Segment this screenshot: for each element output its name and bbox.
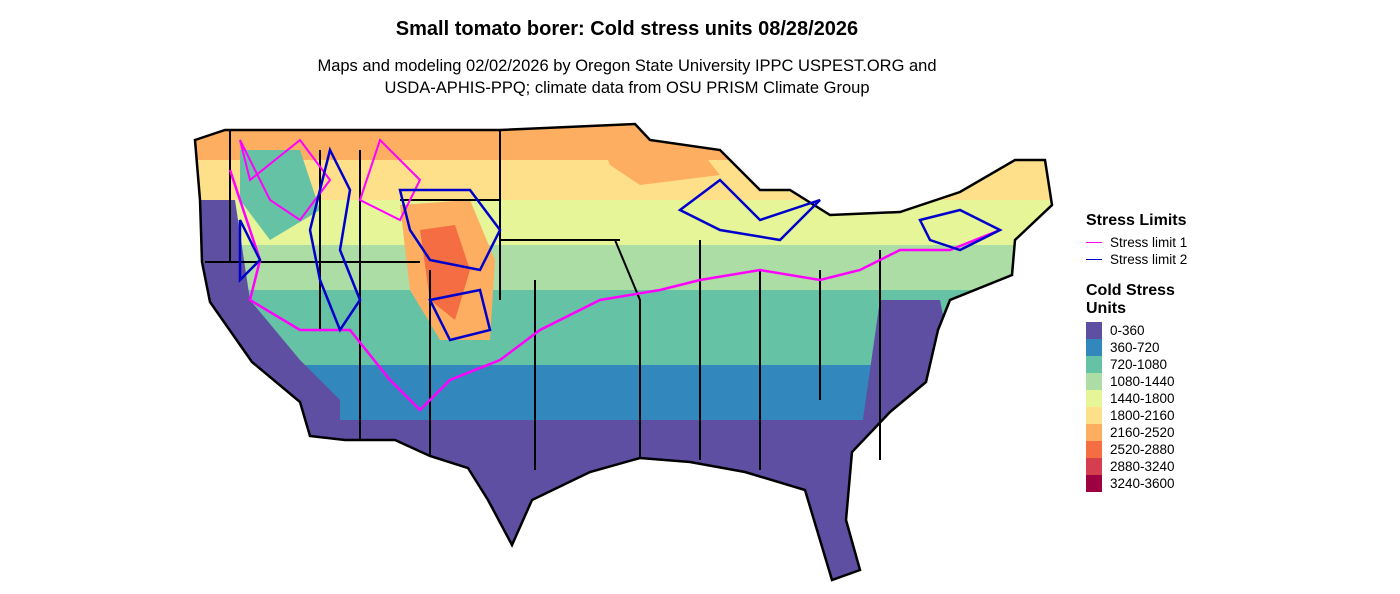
legend-title: Stress Limits bbox=[1086, 212, 1187, 229]
legend-title: Cold Stress Units bbox=[1086, 282, 1175, 317]
band bbox=[195, 245, 1052, 295]
legend-swatch bbox=[1086, 407, 1102, 424]
map-fill bbox=[195, 124, 1052, 580]
legend-items: 0-360 360-720 720-1080 1080-1440 1440-1800 18… bbox=[1086, 322, 1226, 492]
legend-label: 2880-3240 bbox=[1110, 459, 1175, 474]
legend-item: 1440-1800 bbox=[1086, 390, 1226, 407]
legend-swatch bbox=[1086, 322, 1102, 339]
legend-item: 1800-2160 bbox=[1086, 407, 1226, 424]
legend-label: 2520-2880 bbox=[1110, 442, 1175, 457]
legend-label: 1800-2160 bbox=[1110, 408, 1175, 423]
legend-item: Stress limit 2 bbox=[1086, 251, 1226, 268]
title: Small tomato borer: Cold stress units 08… bbox=[395, 18, 859, 40]
legend-swatch bbox=[1086, 441, 1102, 458]
legend-line bbox=[1086, 258, 1102, 261]
legend-label: 2160-2520 bbox=[1110, 425, 1175, 440]
legend-items: Stress limit 1 Stress limit 2 bbox=[1086, 234, 1226, 268]
legend-item: 720-1080 bbox=[1086, 356, 1226, 373]
legend-label: Stress limit 2 bbox=[1110, 252, 1188, 267]
legend-item: 2520-2880 bbox=[1086, 441, 1226, 458]
legend-item: Stress limit 1 bbox=[1086, 234, 1226, 251]
legend-swatch bbox=[1086, 424, 1102, 441]
legend-swatch bbox=[1086, 458, 1102, 475]
band bbox=[600, 140, 720, 185]
legend: Stress Limits Stress limit 1 Stress limit… bbox=[1086, 212, 1226, 492]
legend-swatch bbox=[1086, 356, 1102, 373]
subtitle-line: Maps and modeling 02/02/2026 by Oregon S… bbox=[317, 57, 937, 75]
stress-limit-1 bbox=[228, 169, 1001, 412]
legend-label: 720-1080 bbox=[1110, 357, 1168, 372]
subtitle: Maps and modeling 02/02/2026 by Oregon S… bbox=[0, 55, 1254, 99]
legend-swatch bbox=[1086, 390, 1102, 407]
legend-label: 360-720 bbox=[1110, 340, 1160, 355]
legend-swatch bbox=[1086, 475, 1102, 492]
band bbox=[420, 225, 470, 320]
subtitle-line: USDA-APHIS-PPQ; climate data from OSU PR… bbox=[384, 79, 870, 97]
legend-item: 2160-2520 bbox=[1086, 424, 1226, 441]
legend-item: 360-720 bbox=[1086, 339, 1226, 356]
band bbox=[195, 420, 1052, 580]
legend-label: 0-360 bbox=[1110, 323, 1145, 338]
legend-item: 0-360 bbox=[1086, 322, 1226, 339]
legend-item: 2880-3240 bbox=[1086, 458, 1226, 475]
legend-swatch bbox=[1086, 339, 1102, 356]
legend-label: 3240-3600 bbox=[1110, 476, 1175, 491]
state-borders bbox=[205, 130, 881, 470]
legend-item: 3240-3600 bbox=[1086, 475, 1226, 492]
legend-label: 1080-1440 bbox=[1110, 374, 1175, 389]
legend-swatch bbox=[1086, 373, 1102, 390]
legend-label: Stress limit 1 bbox=[1110, 235, 1188, 250]
state-border bbox=[205, 130, 881, 470]
stress-limit-2 bbox=[238, 146, 1003, 342]
legend-label: 1440-1800 bbox=[1110, 391, 1175, 406]
stress-limit-1 bbox=[239, 138, 422, 222]
legend-line bbox=[1086, 241, 1102, 244]
legend-item: 1080-1440 bbox=[1086, 373, 1226, 390]
